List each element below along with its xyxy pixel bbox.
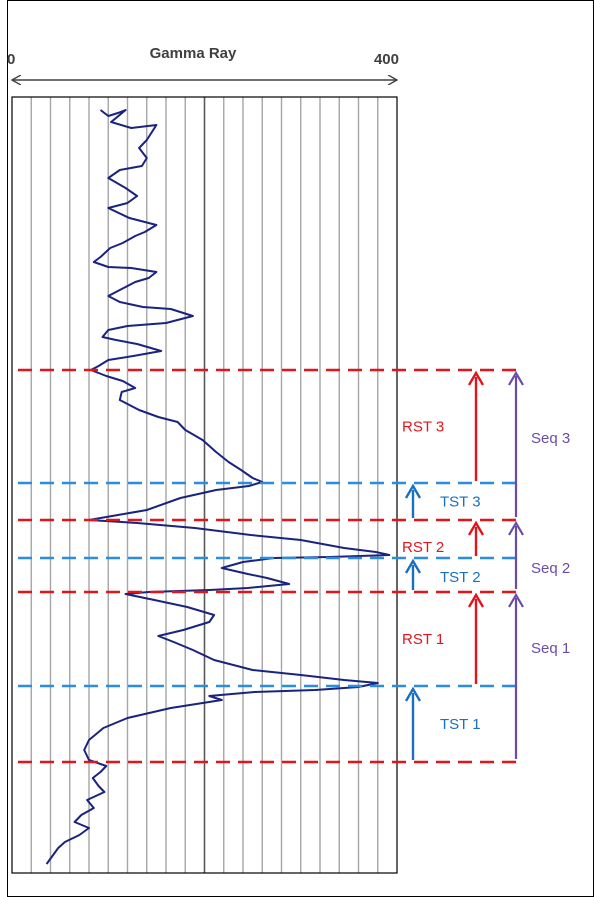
scale-max-label: 400: [374, 51, 399, 68]
sequence-arrowhead: [508, 370, 524, 386]
tract-arrowhead: [467, 592, 485, 608]
sequence-1: Seq 2: [508, 520, 570, 589]
tract-rst-0: RST 3: [402, 370, 485, 481]
tract-arrowhead: [467, 520, 485, 536]
tract-arrowhead: [467, 370, 485, 386]
sequence-arrowhead: [508, 592, 524, 608]
sequence-label: Seq 1: [531, 640, 570, 657]
tract-arrowhead: [404, 558, 422, 574]
track-grid: [30, 97, 379, 873]
tract-tst-3: TST 2: [404, 558, 481, 590]
systems-tract-annotations: RST 3 TST 3 RST 2 TST 2 RST 1 TST 1: [402, 370, 485, 760]
scale-min-label: 0: [7, 51, 15, 68]
sequence-annotations: Seq 3 Seq 2 Seq 1: [508, 370, 570, 759]
sequence-2: Seq 1: [508, 592, 570, 759]
log-track-frame: [11, 96, 398, 874]
tract-arrowhead: [404, 686, 422, 702]
tract-label: TST 1: [440, 716, 481, 733]
sequence-arrowhead: [508, 520, 524, 536]
track-title: Gamma Ray: [150, 45, 237, 62]
sequence-0: Seq 3: [508, 370, 570, 517]
sequence-label: Seq 3: [531, 430, 570, 447]
tract-label: RST 1: [402, 631, 444, 648]
tract-label: TST 2: [440, 569, 481, 586]
gamma-ray-curve: [45, 109, 391, 865]
tract-tst-1: TST 3: [404, 483, 481, 518]
sequence-label: Seq 2: [531, 560, 570, 577]
tract-label: TST 3: [440, 494, 481, 511]
tract-rst-4: RST 1: [402, 592, 485, 684]
tract-arrowhead: [404, 483, 422, 499]
surface-lines: [18, 368, 524, 764]
tract-rst-2: RST 2: [402, 520, 485, 556]
tract-label: RST 3: [402, 419, 444, 436]
tract-tst-5: TST 1: [404, 686, 481, 760]
tract-label: RST 2: [402, 539, 444, 556]
